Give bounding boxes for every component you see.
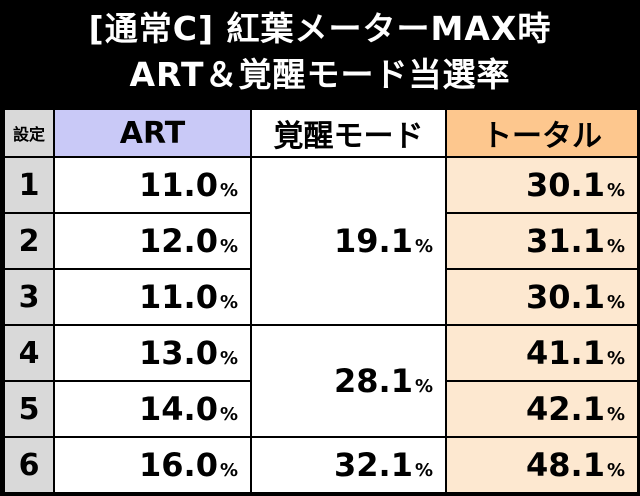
art-cell: 11.0% (53, 156, 252, 214)
percent-sign: % (606, 180, 625, 201)
total-cell: 41.1% (445, 324, 639, 382)
table-row: 3 11.0% 30.1% (3, 268, 639, 326)
art-cell: 12.0% (53, 212, 252, 270)
total-value: 48.1 (526, 446, 605, 484)
percent-sign: % (606, 292, 625, 313)
art-value: 11.0 (139, 166, 218, 204)
table-row: 5 14.0% 42.1% (3, 380, 639, 438)
kakusei-cell: 32.1% (250, 436, 447, 494)
header-row: 設定 ART 覚醒モード トータル (3, 108, 639, 158)
total-value: 30.1 (526, 278, 605, 316)
kakusei-cell: 28.1% (250, 324, 447, 438)
setting-cell: 6 (3, 436, 55, 494)
setting-cell: 5 (3, 380, 55, 438)
total-cell: 30.1% (445, 156, 639, 214)
kakusei-cell: 19.1% (250, 156, 447, 326)
page-title: [通常C] 紅葉メーターMAX時 ART＆覚醒モード当選率 (0, 0, 640, 104)
table-row: 4 13.0% 28.1% 41.1% (3, 324, 639, 438)
table-row: 6 16.0% 32.1% 48.1% (3, 436, 639, 494)
total-cell: 42.1% (445, 380, 639, 438)
art-value: 14.0 (139, 390, 218, 428)
art-value: 11.0 (139, 278, 218, 316)
art-value: 16.0 (139, 446, 218, 484)
art-cell: 13.0% (53, 324, 252, 382)
setting-cell: 3 (3, 268, 55, 326)
percent-sign: % (606, 404, 625, 425)
total-value: 42.1 (526, 390, 605, 428)
header-kakusei: 覚醒モード (250, 108, 447, 158)
percent-sign: % (219, 348, 238, 369)
art-cell: 16.0% (53, 436, 252, 494)
rate-table: 設定 ART 覚醒モード トータル 1 11.0% 19.1% 30.1% 2 … (3, 108, 639, 494)
table-row: 1 11.0% 19.1% 30.1% (3, 156, 639, 326)
header-art: ART (53, 108, 252, 158)
setting-cell: 1 (3, 156, 55, 214)
art-value: 13.0 (139, 334, 218, 372)
total-cell: 31.1% (445, 212, 639, 270)
total-value: 31.1 (526, 222, 605, 260)
header-setting: 設定 (3, 108, 55, 158)
total-value: 41.1 (526, 334, 605, 372)
art-cell: 11.0% (53, 268, 252, 326)
setting-cell: 2 (3, 212, 55, 270)
kakusei-value: 28.1 (334, 362, 413, 400)
percent-sign: % (606, 348, 625, 369)
table-row: 2 12.0% 31.1% (3, 212, 639, 270)
total-value: 30.1 (526, 166, 605, 204)
title-line-1: [通常C] 紅葉メーターMAX時 (88, 9, 552, 48)
percent-sign: % (219, 292, 238, 313)
kakusei-value: 32.1 (334, 446, 413, 484)
art-cell: 14.0% (53, 380, 252, 438)
kakusei-value: 19.1 (334, 222, 413, 260)
setting-cell: 4 (3, 324, 55, 382)
percent-sign: % (414, 460, 433, 481)
total-cell: 30.1% (445, 268, 639, 326)
header-total: トータル (445, 108, 639, 158)
percent-sign: % (219, 236, 238, 257)
percent-sign: % (219, 404, 238, 425)
percent-sign: % (219, 460, 238, 481)
title-line-2: ART＆覚醒モード当選率 (129, 55, 511, 94)
percent-sign: % (219, 180, 238, 201)
percent-sign: % (606, 236, 625, 257)
art-value: 12.0 (139, 222, 218, 260)
total-cell: 48.1% (445, 436, 639, 494)
percent-sign: % (414, 376, 433, 397)
percent-sign: % (606, 460, 625, 481)
percent-sign: % (414, 236, 433, 257)
